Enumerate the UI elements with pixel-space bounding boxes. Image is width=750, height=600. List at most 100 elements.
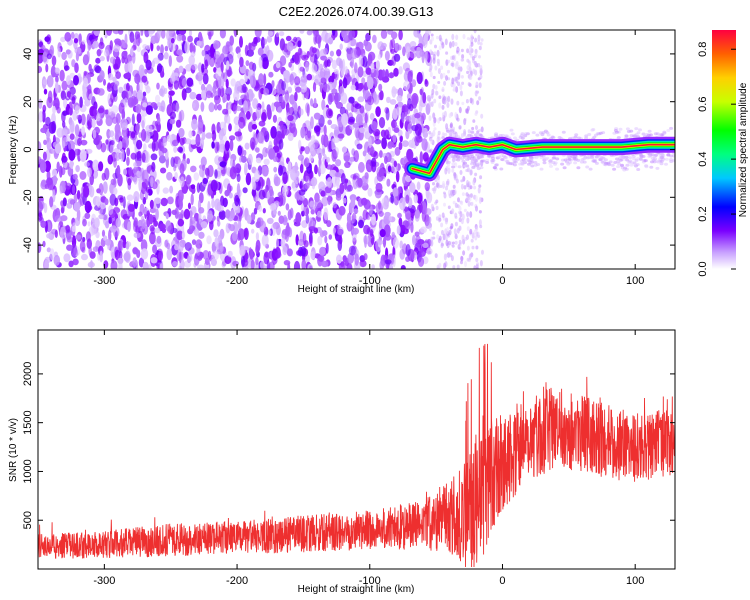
heatmap-cell xyxy=(205,132,213,139)
heatmap-cell xyxy=(560,162,565,166)
heatmap-cell xyxy=(478,82,482,89)
heatmap-cell xyxy=(353,175,357,181)
heatmap-cell xyxy=(93,108,98,117)
heatmap-cell xyxy=(160,44,164,55)
heatmap-cell xyxy=(284,229,290,242)
heatmap-cell xyxy=(225,222,231,234)
heatmap-cell xyxy=(349,61,353,67)
heatmap-cell xyxy=(466,217,470,224)
heatmap-cell xyxy=(386,96,391,104)
heatmap-cell xyxy=(178,147,183,154)
heatmap-cell xyxy=(38,212,43,222)
heatmap-cell xyxy=(321,30,328,42)
heatmap-cell xyxy=(336,49,342,57)
heatmap-cell xyxy=(171,139,179,147)
heatmap-cell xyxy=(46,233,52,239)
heatmap-cell xyxy=(125,242,130,250)
heatmap-cell xyxy=(169,95,173,106)
x-tick-label: -300 xyxy=(93,275,115,287)
heatmap-cell xyxy=(258,120,266,127)
heatmap-cell xyxy=(79,96,83,109)
heatmap-cell xyxy=(150,257,158,264)
heatmap-cell xyxy=(478,133,483,137)
colorbar-gradient xyxy=(712,30,736,269)
heatmap-cell xyxy=(43,139,48,145)
heatmap-cell xyxy=(282,171,288,184)
heatmap-cell xyxy=(477,63,481,68)
heatmap-cell xyxy=(60,36,66,43)
heatmap-cell xyxy=(441,42,445,49)
heatmap-cell xyxy=(480,38,484,42)
colorbar-tick-label: 0.6 xyxy=(697,97,709,112)
heatmap-cell xyxy=(584,136,589,140)
heatmap-cell xyxy=(179,137,185,146)
heatmap-cell xyxy=(59,226,66,240)
heatmap-cell xyxy=(92,40,99,49)
heatmap-cell xyxy=(297,47,302,56)
heatmap-cell xyxy=(432,57,436,64)
heatmap-cell xyxy=(457,165,462,169)
heatmap-cell xyxy=(237,52,242,59)
heatmap-cell xyxy=(612,167,617,171)
heatmap-cell xyxy=(424,182,430,192)
heatmap-cell xyxy=(124,250,131,263)
heatmap-cell xyxy=(344,66,348,75)
heatmap-cell xyxy=(465,158,470,162)
heatmap-cell xyxy=(273,137,278,147)
heatmap-cell xyxy=(654,159,659,163)
heatmap-cell xyxy=(430,203,434,210)
heatmap-cell xyxy=(75,51,79,62)
heatmap-cell xyxy=(146,44,151,50)
heatmap-cell xyxy=(258,88,263,100)
heatmap-cell xyxy=(397,101,404,108)
heatmap-cell xyxy=(518,167,523,170)
heatmap-cell xyxy=(74,217,81,227)
heatmap-cell xyxy=(381,137,387,150)
heatmap-cell xyxy=(211,250,219,261)
heatmap-cell xyxy=(672,155,675,158)
heatmap-cell xyxy=(441,112,445,118)
heatmap-cell xyxy=(166,248,173,261)
heatmap-cell xyxy=(530,164,535,168)
heatmap-cell xyxy=(300,246,307,257)
heatmap-cell xyxy=(445,75,448,81)
heatmap-cell xyxy=(334,172,342,178)
heatmap-cell xyxy=(81,253,88,261)
heatmap-cell xyxy=(346,212,351,224)
heatmap-cell xyxy=(335,194,342,201)
heatmap-cell xyxy=(319,67,326,79)
heatmap-cell xyxy=(88,63,92,72)
heatmap-cell xyxy=(450,62,454,67)
heatmap-cell xyxy=(441,212,445,218)
heatmap-cell xyxy=(368,136,372,149)
heatmap-cell xyxy=(659,162,664,166)
heatmap-cell xyxy=(343,181,348,190)
heatmap-cell xyxy=(185,64,193,72)
heatmap-cell xyxy=(460,179,464,183)
heatmap-cell xyxy=(420,226,427,234)
heatmap-cell xyxy=(233,221,239,234)
heatmap-cell xyxy=(91,118,96,129)
heatmap-cell xyxy=(369,229,374,237)
heatmap-cell xyxy=(400,224,406,232)
heatmap-cell xyxy=(198,212,202,222)
heatmap-cell xyxy=(228,123,232,132)
heatmap-cell xyxy=(74,124,80,137)
heatmap-cell xyxy=(437,68,441,75)
heatmap-cell xyxy=(81,39,86,45)
heatmap-cell xyxy=(136,139,143,150)
heatmap-cell xyxy=(392,237,399,249)
heatmap-cell xyxy=(176,230,184,241)
heatmap-cell xyxy=(447,95,451,103)
heatmap-cell xyxy=(453,228,457,235)
heatmap-cell xyxy=(136,112,142,124)
heatmap-cell xyxy=(450,98,454,105)
heatmap-cell xyxy=(52,105,56,115)
heatmap-cell xyxy=(188,130,193,139)
heatmap-cell xyxy=(455,178,459,184)
heatmap-cell xyxy=(459,170,463,175)
heatmap-cell xyxy=(257,131,265,144)
heatmap-cell xyxy=(130,47,134,57)
heatmap-cell xyxy=(406,93,412,101)
heatmap-cell xyxy=(446,178,450,186)
